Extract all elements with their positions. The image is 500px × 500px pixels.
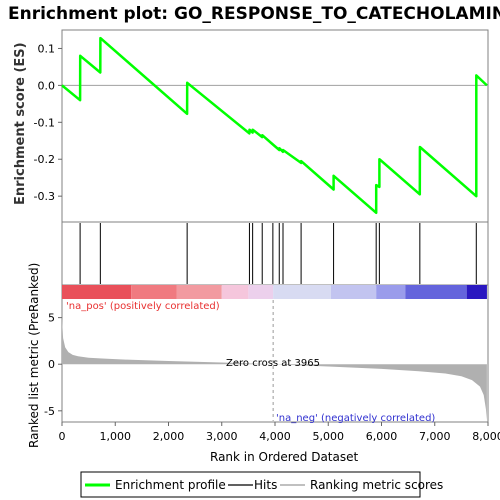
es-axis-label: Enrichment score (ES) bbox=[13, 42, 28, 205]
colorbar-segment bbox=[405, 285, 467, 299]
colorbar-segment bbox=[248, 285, 274, 299]
es-ytick-label: -0.1 bbox=[34, 116, 55, 129]
ranking-colorbar bbox=[62, 285, 487, 299]
legend: Enrichment profile Hits Ranking metric s… bbox=[80, 471, 443, 498]
legend-ranking-label: Ranking metric scores bbox=[310, 478, 443, 492]
colorbar-segment bbox=[330, 285, 377, 299]
colorbar-segment bbox=[176, 285, 222, 299]
colorbar-segment bbox=[376, 285, 406, 299]
legend-enrichment-label: Enrichment profile bbox=[115, 478, 226, 492]
xtick-label: 6,000 bbox=[366, 430, 398, 443]
es-axis: 0.1 0.0 -0.1 -0.2 -0.3 bbox=[34, 42, 62, 203]
ranked-metric-plot bbox=[62, 300, 487, 421]
legend-hits-label: Hits bbox=[254, 478, 277, 492]
xtick-label: 4,000 bbox=[259, 430, 291, 443]
ranked-metric-axes: 5 0 -5 0 1,000 2,000 3,000 4,000 5,000 6,000 7,000… bbox=[44, 312, 500, 443]
colorbar-segment bbox=[221, 285, 249, 299]
metric-ytick-label: 0 bbox=[48, 358, 55, 371]
es-ytick-label: 0.1 bbox=[38, 42, 56, 55]
neg-correlated-label: 'na_neg' (negatively correlated) bbox=[276, 413, 435, 424]
xtick-label: 3,000 bbox=[206, 430, 238, 443]
xtick-label: 5,000 bbox=[313, 430, 345, 443]
colorbar-segment bbox=[62, 285, 132, 299]
chart-title: Enrichment plot: GO_RESPONSE_TO_CATECHOL… bbox=[8, 4, 500, 24]
hits-panel bbox=[79, 223, 477, 284]
enrichment-panel-frame bbox=[61, 29, 489, 223]
metric-ytick-label: 5 bbox=[48, 312, 55, 325]
xtick-label: 0 bbox=[59, 430, 66, 443]
es-plot-area bbox=[61, 36, 488, 215]
es-ytick-label: -0.2 bbox=[34, 153, 55, 166]
colorbar-segment bbox=[466, 285, 487, 299]
ranking-metric-area bbox=[62, 317, 487, 421]
xtick-label: 7,000 bbox=[419, 430, 451, 443]
x-axis-label: Rank in Ordered Dataset bbox=[210, 450, 358, 464]
xtick-label: 2,000 bbox=[153, 430, 185, 443]
zero-cross-label: Zero cross at 3965 bbox=[226, 358, 320, 369]
ranked-metric-panel-frame bbox=[61, 284, 489, 423]
hits-panel-frame bbox=[61, 221, 489, 286]
metric-axis-label: Ranked list metric (PreRanked) bbox=[27, 263, 41, 448]
xtick-label: 1,000 bbox=[100, 430, 132, 443]
colorbar-segment bbox=[273, 285, 331, 299]
enrichment-profile-line bbox=[61, 36, 488, 215]
metric-ytick-label: -5 bbox=[44, 405, 55, 418]
xtick-label: 8,000 bbox=[472, 430, 500, 443]
es-ytick-label: -0.3 bbox=[34, 190, 55, 203]
pos-correlated-label: 'na_pos' (positively correlated) bbox=[66, 301, 220, 312]
es-ytick-label: 0.0 bbox=[38, 79, 56, 92]
colorbar-segment bbox=[131, 285, 177, 299]
